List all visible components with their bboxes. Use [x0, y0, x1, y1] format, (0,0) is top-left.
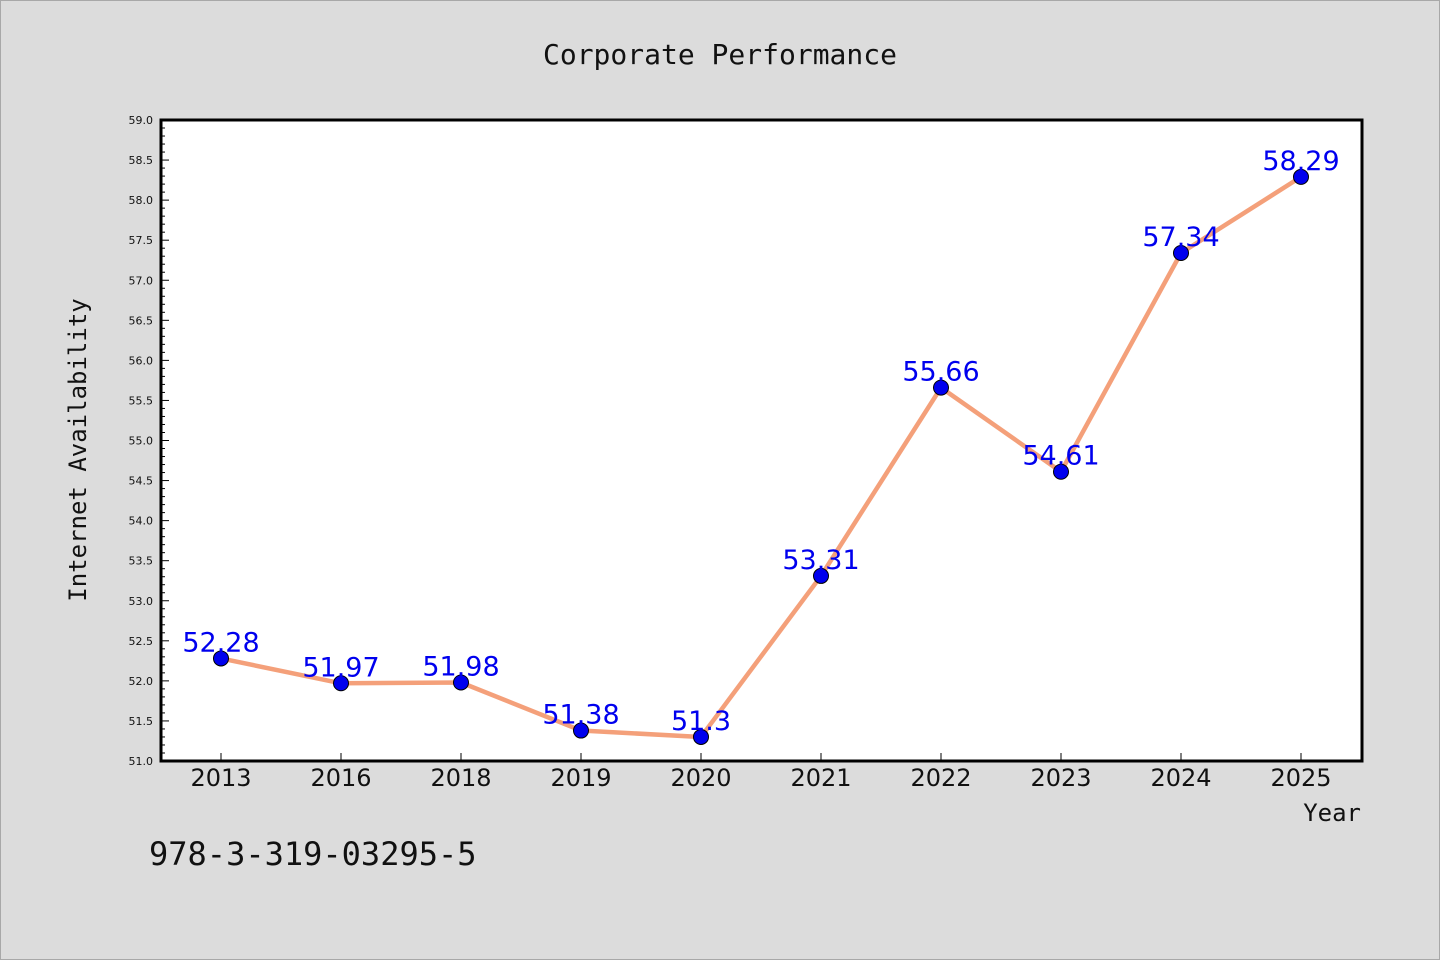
y-tick-label: 56.5: [129, 314, 154, 327]
data-point: [693, 728, 709, 745]
series-markers: [213, 168, 1309, 745]
data-label: 53.31: [782, 545, 859, 576]
y-tick-label: 53.0: [129, 595, 154, 608]
data-point: [1173, 245, 1189, 262]
x-tick-label: 2016: [310, 764, 371, 792]
data-point: [573, 722, 589, 739]
data-point: [933, 379, 949, 396]
data-point: [1053, 463, 1069, 480]
x-tick-label: 2023: [1030, 764, 1091, 792]
x-tick-label: 2025: [1270, 764, 1331, 792]
y-tick-label: 57.5: [129, 234, 154, 247]
y-tick-label: 58.0: [129, 194, 154, 207]
y-axis-label: Internet Availability: [64, 298, 92, 601]
data-label: 52.28: [182, 627, 259, 658]
x-tick-label: 2013: [190, 764, 251, 792]
data-point: [333, 675, 349, 692]
data-label: 54.61: [1022, 441, 1099, 472]
data-label: 51.3: [671, 706, 731, 737]
data-label: 51.98: [422, 651, 499, 682]
y-tick-label: 59.0: [129, 114, 154, 127]
series-line: [220, 174, 1303, 740]
y-axis: 51.0 51.5 52.0 52.5 53.0 53.5 54.0 54.5 55.0 55.5…: [129, 114, 169, 768]
y-tick-label: 52.0: [129, 675, 154, 688]
data-label: 51.97: [302, 652, 379, 683]
x-tick-label: 2019: [550, 764, 611, 792]
data-label: 57.34: [1142, 222, 1219, 253]
data-point: [213, 650, 229, 667]
y-tick-label: 54.0: [129, 515, 154, 528]
data-point: [1293, 168, 1309, 185]
x-tick-label: 2022: [910, 764, 971, 792]
y-tick-label: 53.5: [129, 555, 154, 568]
y-tick-label: 57.0: [129, 274, 154, 287]
data-point: [453, 674, 469, 691]
data-label: 58.29: [1262, 146, 1339, 177]
y-tick-label: 58.5: [129, 154, 154, 167]
chart-title: Corporate Performance: [543, 38, 897, 71]
y-tick-label: 55.0: [129, 435, 154, 448]
x-axis: 2013 2016 2018 2019 2020 2021 2022 2023 2024 2025: [190, 753, 1332, 792]
y-tick-label: 51.5: [129, 715, 154, 728]
x-tick-label: 2021: [790, 764, 851, 792]
y-tick-label: 52.5: [129, 635, 154, 648]
x-tick-label: 2018: [430, 764, 491, 792]
data-label: 55.66: [902, 357, 979, 388]
y-tick-label: 56.0: [129, 354, 154, 367]
x-axis-label: Year: [1303, 799, 1361, 827]
x-tick-label: 2024: [1150, 764, 1211, 792]
data-point: [813, 567, 829, 584]
data-label: 51.38: [542, 700, 619, 731]
x-tick-label: 2020: [670, 764, 731, 792]
y-tick-label: 55.5: [129, 394, 154, 407]
y-tick-label: 51.0: [129, 755, 154, 768]
y-tick-label: 54.5: [129, 475, 154, 488]
isbn-text: 978-3-319-03295-5: [149, 835, 477, 873]
data-labels: 52.28 51.97 51.98 51.38 51.3 53.31 55.66 54.61 5…: [182, 146, 1339, 737]
